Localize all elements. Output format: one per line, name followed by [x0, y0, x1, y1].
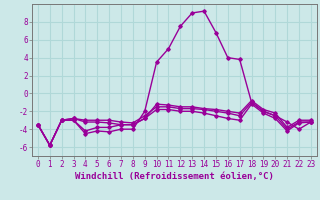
X-axis label: Windchill (Refroidissement éolien,°C): Windchill (Refroidissement éolien,°C) [75, 172, 274, 181]
